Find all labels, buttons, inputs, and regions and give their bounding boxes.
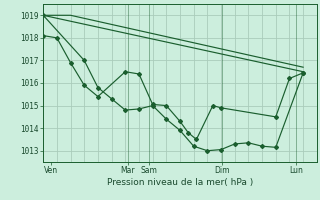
X-axis label: Pression niveau de la mer( hPa ): Pression niveau de la mer( hPa ) <box>107 178 253 187</box>
